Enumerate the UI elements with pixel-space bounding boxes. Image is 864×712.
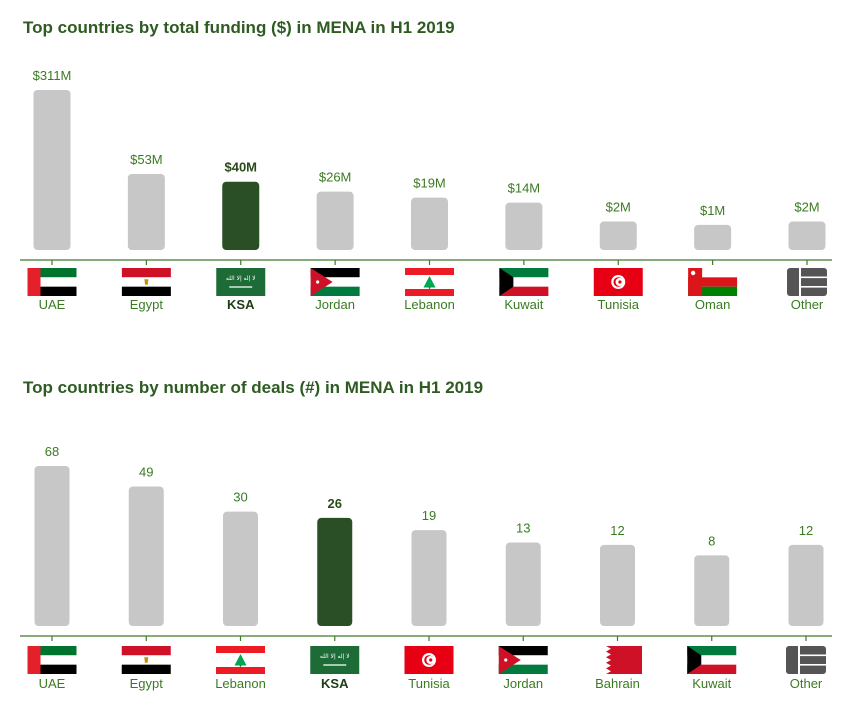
value-label-lebanon: 30 <box>233 490 247 505</box>
value-label-uae: 68 <box>45 444 59 459</box>
category-label-tunisia: Tunisia <box>408 676 450 691</box>
deals-chart-title: Top countries by number of deals (#) in … <box>23 378 484 397</box>
value-label-uae: $311M <box>33 68 72 83</box>
kuwait-flag <box>687 646 737 674</box>
bar-uae <box>33 90 71 250</box>
category-label-ksa: KSA <box>321 676 349 691</box>
other-icon <box>787 268 827 296</box>
value-label-ksa: 26 <box>328 496 342 511</box>
value-label-oman: $1M <box>700 203 725 218</box>
bar-other <box>788 544 824 626</box>
category-label-lebanon: Lebanon <box>404 297 455 312</box>
lebanon-flag <box>405 268 454 296</box>
kuwait-flag <box>499 268 549 296</box>
oman-flag <box>688 268 738 296</box>
category-label-jordan: Jordan <box>503 676 543 691</box>
category-label-kuwait: Kuwait <box>504 297 543 312</box>
bar-egypt <box>127 173 165 250</box>
funding-bar-chart: $311M UAE $53M Egypt $40M KSA $26M Jordan $19M Le… <box>20 68 832 312</box>
funding-chart-title: Top countries by total funding ($) in ME… <box>23 18 455 37</box>
category-label-uae: UAE <box>39 676 66 691</box>
bar-bahrain <box>600 544 635 626</box>
value-label-jordan: $26M <box>319 170 352 185</box>
other-icon <box>786 646 826 674</box>
bar-tunisia <box>599 221 637 250</box>
category-label-other: Other <box>790 676 823 691</box>
jordan-flag <box>498 646 548 674</box>
value-label-egypt: 49 <box>139 465 153 480</box>
category-label-lebanon: Lebanon <box>215 676 266 691</box>
egypt-flag <box>121 646 171 674</box>
value-label-bahrain: 12 <box>610 523 624 538</box>
value-label-kuwait: $14M <box>508 181 541 196</box>
bar-ksa <box>317 517 353 626</box>
bar-tunisia <box>411 530 447 626</box>
egypt-flag <box>121 268 171 296</box>
value-label-kuwait: 8 <box>708 533 715 548</box>
bar-kuwait <box>694 555 730 626</box>
bar-uae <box>34 466 70 626</box>
bar-lebanon <box>223 511 258 626</box>
value-label-lebanon: $19M <box>413 176 446 191</box>
uae-flag <box>27 646 77 674</box>
value-label-tunisia: $2M <box>606 200 631 215</box>
value-label-tunisia: 19 <box>422 508 436 523</box>
bar-ksa <box>222 181 260 250</box>
bahrain-flag <box>593 646 642 674</box>
tunisia-flag <box>593 268 643 296</box>
category-label-other: Other <box>791 297 824 312</box>
category-label-ksa: KSA <box>227 297 255 312</box>
value-label-ksa: $40M <box>224 160 257 175</box>
lebanon-flag <box>216 646 265 674</box>
ksa-flag <box>309 645 360 675</box>
jordan-flag <box>310 268 360 296</box>
bar-other <box>788 221 826 250</box>
category-label-bahrain: Bahrain <box>595 676 640 691</box>
deals-bar-chart: 68 UAE 49 Egypt 30 Lebanon 26 KSA 19 Tunisia 13 Jor… <box>20 444 832 691</box>
value-label-other: $2M <box>794 200 819 215</box>
value-label-egypt: $53M <box>130 152 163 167</box>
bar-egypt <box>128 486 164 626</box>
category-label-uae: UAE <box>39 297 66 312</box>
value-label-other: 12 <box>799 523 813 538</box>
category-label-oman: Oman <box>695 297 730 312</box>
tunisia-flag <box>404 646 454 674</box>
uae-flag <box>27 268 77 296</box>
category-label-egypt: Egypt <box>130 297 164 312</box>
bar-lebanon <box>411 197 448 250</box>
category-label-jordan: Jordan <box>315 297 355 312</box>
bar-jordan <box>316 191 354 250</box>
bar-kuwait <box>505 202 543 250</box>
category-label-kuwait: Kuwait <box>692 676 731 691</box>
bar-jordan <box>505 542 541 626</box>
bar-oman <box>694 224 732 250</box>
value-label-jordan: 13 <box>516 521 530 536</box>
category-label-egypt: Egypt <box>130 676 164 691</box>
category-label-tunisia: Tunisia <box>598 297 640 312</box>
ksa-flag <box>215 267 266 297</box>
